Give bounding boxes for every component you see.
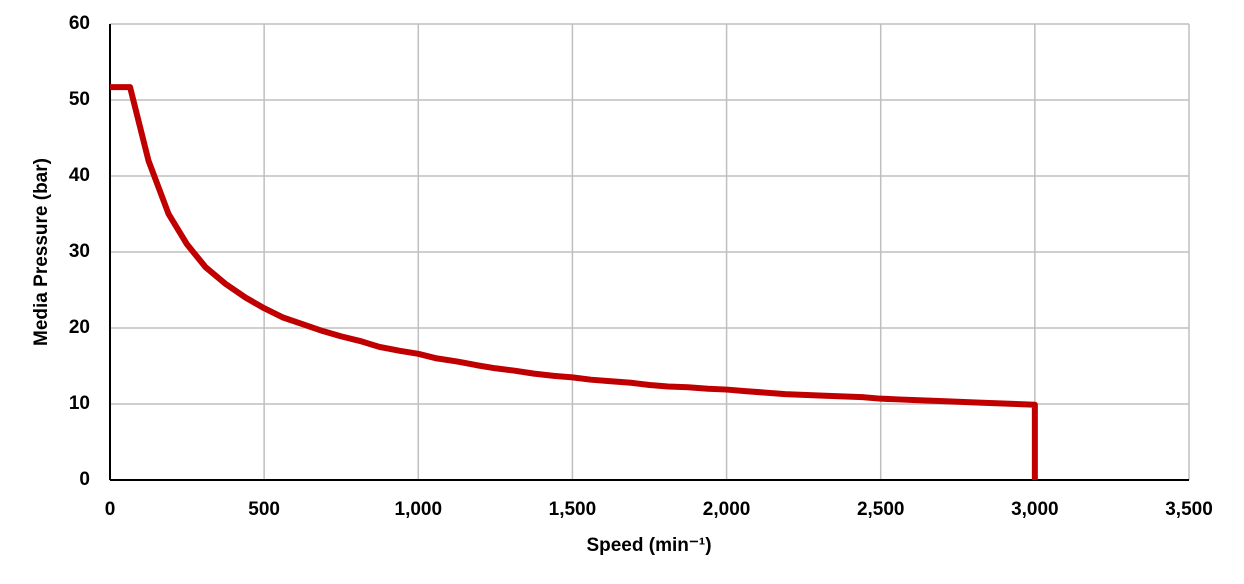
y-tick-label: 10 (69, 393, 90, 414)
x-tick-label: 2,500 (857, 499, 905, 520)
x-tick-label: 3,000 (1011, 499, 1059, 520)
y-tick-label: 20 (69, 317, 90, 338)
x-tick-label: 500 (248, 499, 280, 520)
x-tick-label: 1,500 (549, 499, 597, 520)
x-axis-title: Speed (min⁻¹) (586, 535, 711, 556)
y-tick-label: 30 (69, 241, 90, 262)
y-tick-label: 0 (79, 469, 90, 490)
y-axis-title: Media Pressure (bar) (31, 158, 52, 346)
y-tick-label: 50 (69, 89, 90, 110)
x-tick-label: 0 (105, 499, 116, 520)
x-tick-label: 2,000 (703, 499, 751, 520)
x-tick-label: 3,500 (1165, 499, 1213, 520)
y-tick-label: 60 (69, 13, 90, 34)
line (110, 84, 1038, 480)
y-tick-label: 40 (69, 165, 90, 186)
x-tick-label: 1,000 (395, 499, 443, 520)
